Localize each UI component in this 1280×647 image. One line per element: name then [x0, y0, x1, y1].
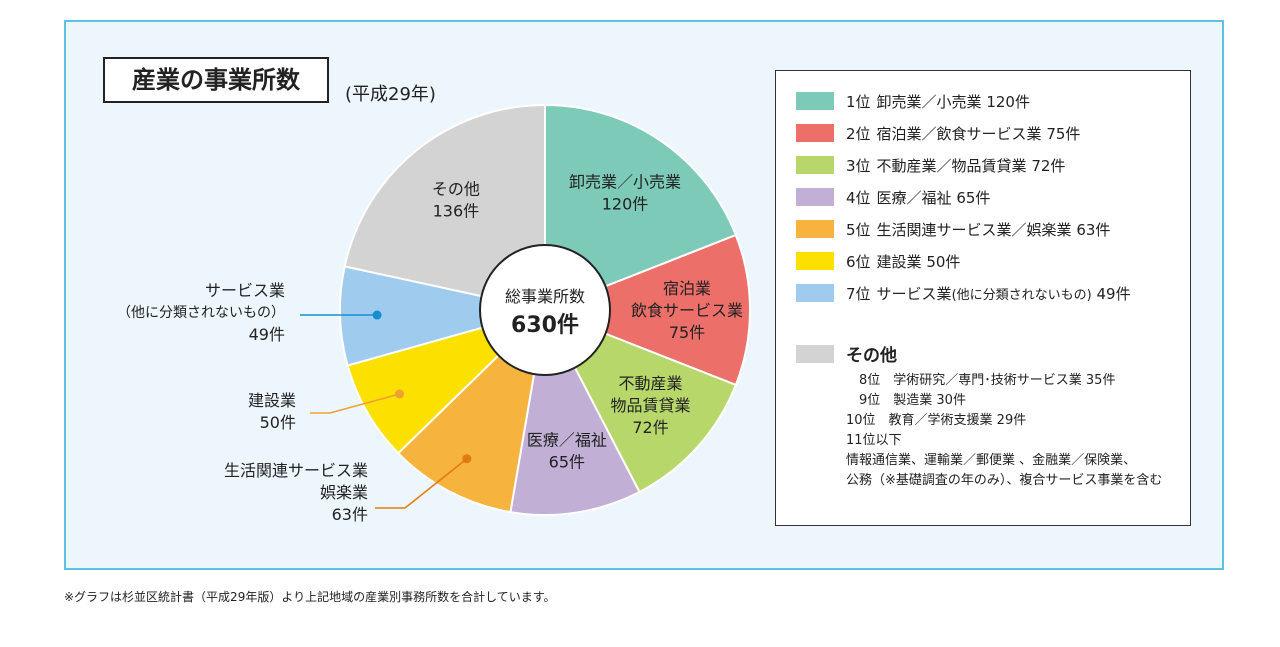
label-living-value: 63件: [331, 505, 368, 524]
legend-label: サービス業: [876, 284, 952, 303]
center-total: 630件: [511, 313, 579, 338]
slice-label: 医療／福祉: [527, 430, 607, 449]
legend-swatch: [796, 284, 834, 302]
chart-title: 産業の事業所数: [103, 57, 329, 103]
label-construction-value: 50件: [259, 413, 296, 432]
slice-label: 72件: [632, 418, 668, 437]
pie-slice: [542, 233, 751, 387]
slice-label: 宿泊業: [663, 279, 711, 298]
legend-other-line: 11位以下: [846, 433, 902, 448]
legend-swatch: [796, 92, 834, 110]
legend-item: 1位 卸売業／小売業 120件: [796, 89, 1030, 113]
pie-slice: [343, 103, 546, 312]
legend-other-line: 情報通信業、運輸業／郵便業 、金融業／保険業、: [846, 453, 1137, 468]
legend-swatch: [796, 220, 834, 238]
legend-other-list: 8位 学術研究／専門･技術サービス業 35件 9位 製造業 30件 10位 教育…: [846, 371, 1162, 491]
label-service-name: サービス業: [204, 281, 285, 300]
legend-label: 宿泊業／飲食サービス業 75件: [876, 124, 1081, 143]
label-construction-name: 建設業: [247, 391, 296, 410]
legend-other-line: 10位 教育／学術支援業 29件: [846, 413, 1027, 428]
legend-label-sub: (他に分類されないもの): [951, 287, 1092, 303]
legend-item: 6位 建設業 50件: [796, 249, 960, 273]
legend-rank: 2位: [846, 124, 871, 143]
legend-rank: 3位: [846, 156, 871, 175]
legend-swatch: [796, 124, 834, 142]
legend-swatch: [796, 344, 834, 363]
pie-slice: [339, 265, 546, 367]
legend-item: 7位 サービス業(他に分類されないもの) 49件: [796, 281, 1131, 305]
legend-label: 医療／福祉 65件: [876, 188, 991, 207]
legend-label: 建設業 50件: [876, 252, 961, 271]
center-hole: [479, 244, 611, 376]
slice-label: その他: [432, 179, 480, 198]
legend-value: 49件: [1091, 284, 1131, 303]
slice-label: 136件: [433, 201, 480, 220]
legend-label: 生活関連サービス業／娯楽業 63件: [876, 220, 1111, 239]
legend-item: 2位 宿泊業／飲食サービス業 75件: [796, 121, 1080, 145]
legend-rank: 1位: [846, 92, 871, 111]
legend-other-line: 公務（※基礎調査の年のみ）、複合サービス事業を含む: [846, 473, 1163, 488]
legend-label: 不動産業／物品賃貸業 72件: [876, 156, 1066, 175]
legend-swatch: [796, 156, 834, 174]
label-living-name: 生活関連サービス業: [223, 461, 368, 480]
slice-label: 飲食サービス業: [631, 301, 743, 320]
legend-rank: 5位: [846, 220, 871, 239]
legend-item: 3位 不動産業／物品賃貸業 72件: [796, 153, 1065, 177]
legend-other: その他: [796, 341, 897, 366]
legend-rank: 6位: [846, 252, 871, 271]
slice-label: 75件: [669, 323, 705, 342]
legend: 1位 卸売業／小売業 120件 2位 宿泊業／飲食サービス業 75件 3位 不動産業／…: [775, 70, 1191, 526]
label-service-sub: （他に分類されないもの）: [117, 305, 285, 321]
label-living: 生活関連サービス業 娯楽業 63件: [224, 460, 368, 526]
label-living-sub: 娯楽業: [319, 483, 368, 502]
legend-other-title: その他: [846, 346, 897, 366]
slice-label: 不動産業: [619, 374, 683, 393]
label-service: サービス業 （他に分類されないもの） 49件: [117, 280, 285, 346]
chart-subtitle: (平成29年): [345, 84, 436, 105]
legend-rank: 7位: [846, 284, 871, 303]
legend-other-line: 8位 学術研究／専門･技術サービス業 35件: [846, 373, 1116, 388]
pie-slice: [544, 103, 738, 312]
footnote: ※グラフは杉並区統計書（平成29年版）より上記地域の産業別事務所数を合計していま…: [64, 590, 556, 604]
legend-item: 5位 生活関連サービス業／娯楽業 63件: [796, 217, 1110, 241]
legend-swatch: [796, 188, 834, 206]
legend-item: 4位 医療／福祉 65件: [796, 185, 990, 209]
center-label: 総事業所数: [505, 287, 585, 306]
label-service-value: 49件: [248, 325, 285, 344]
label-construction: 建設業 50件: [248, 390, 296, 434]
slice-label: 物品賃貸業: [611, 396, 691, 415]
legend-rank: 4位: [846, 188, 871, 207]
slice-label: 65件: [549, 452, 585, 471]
slice-label: 120件: [602, 195, 649, 214]
slice-label: 卸売業／小売業: [569, 173, 681, 192]
leader-line: [310, 393, 400, 414]
leader-line: [375, 458, 468, 509]
legend-label: 卸売業／小売業 120件: [876, 92, 1030, 111]
legend-other-line: 9位 製造業 30件: [846, 393, 966, 408]
legend-swatch: [796, 252, 834, 270]
